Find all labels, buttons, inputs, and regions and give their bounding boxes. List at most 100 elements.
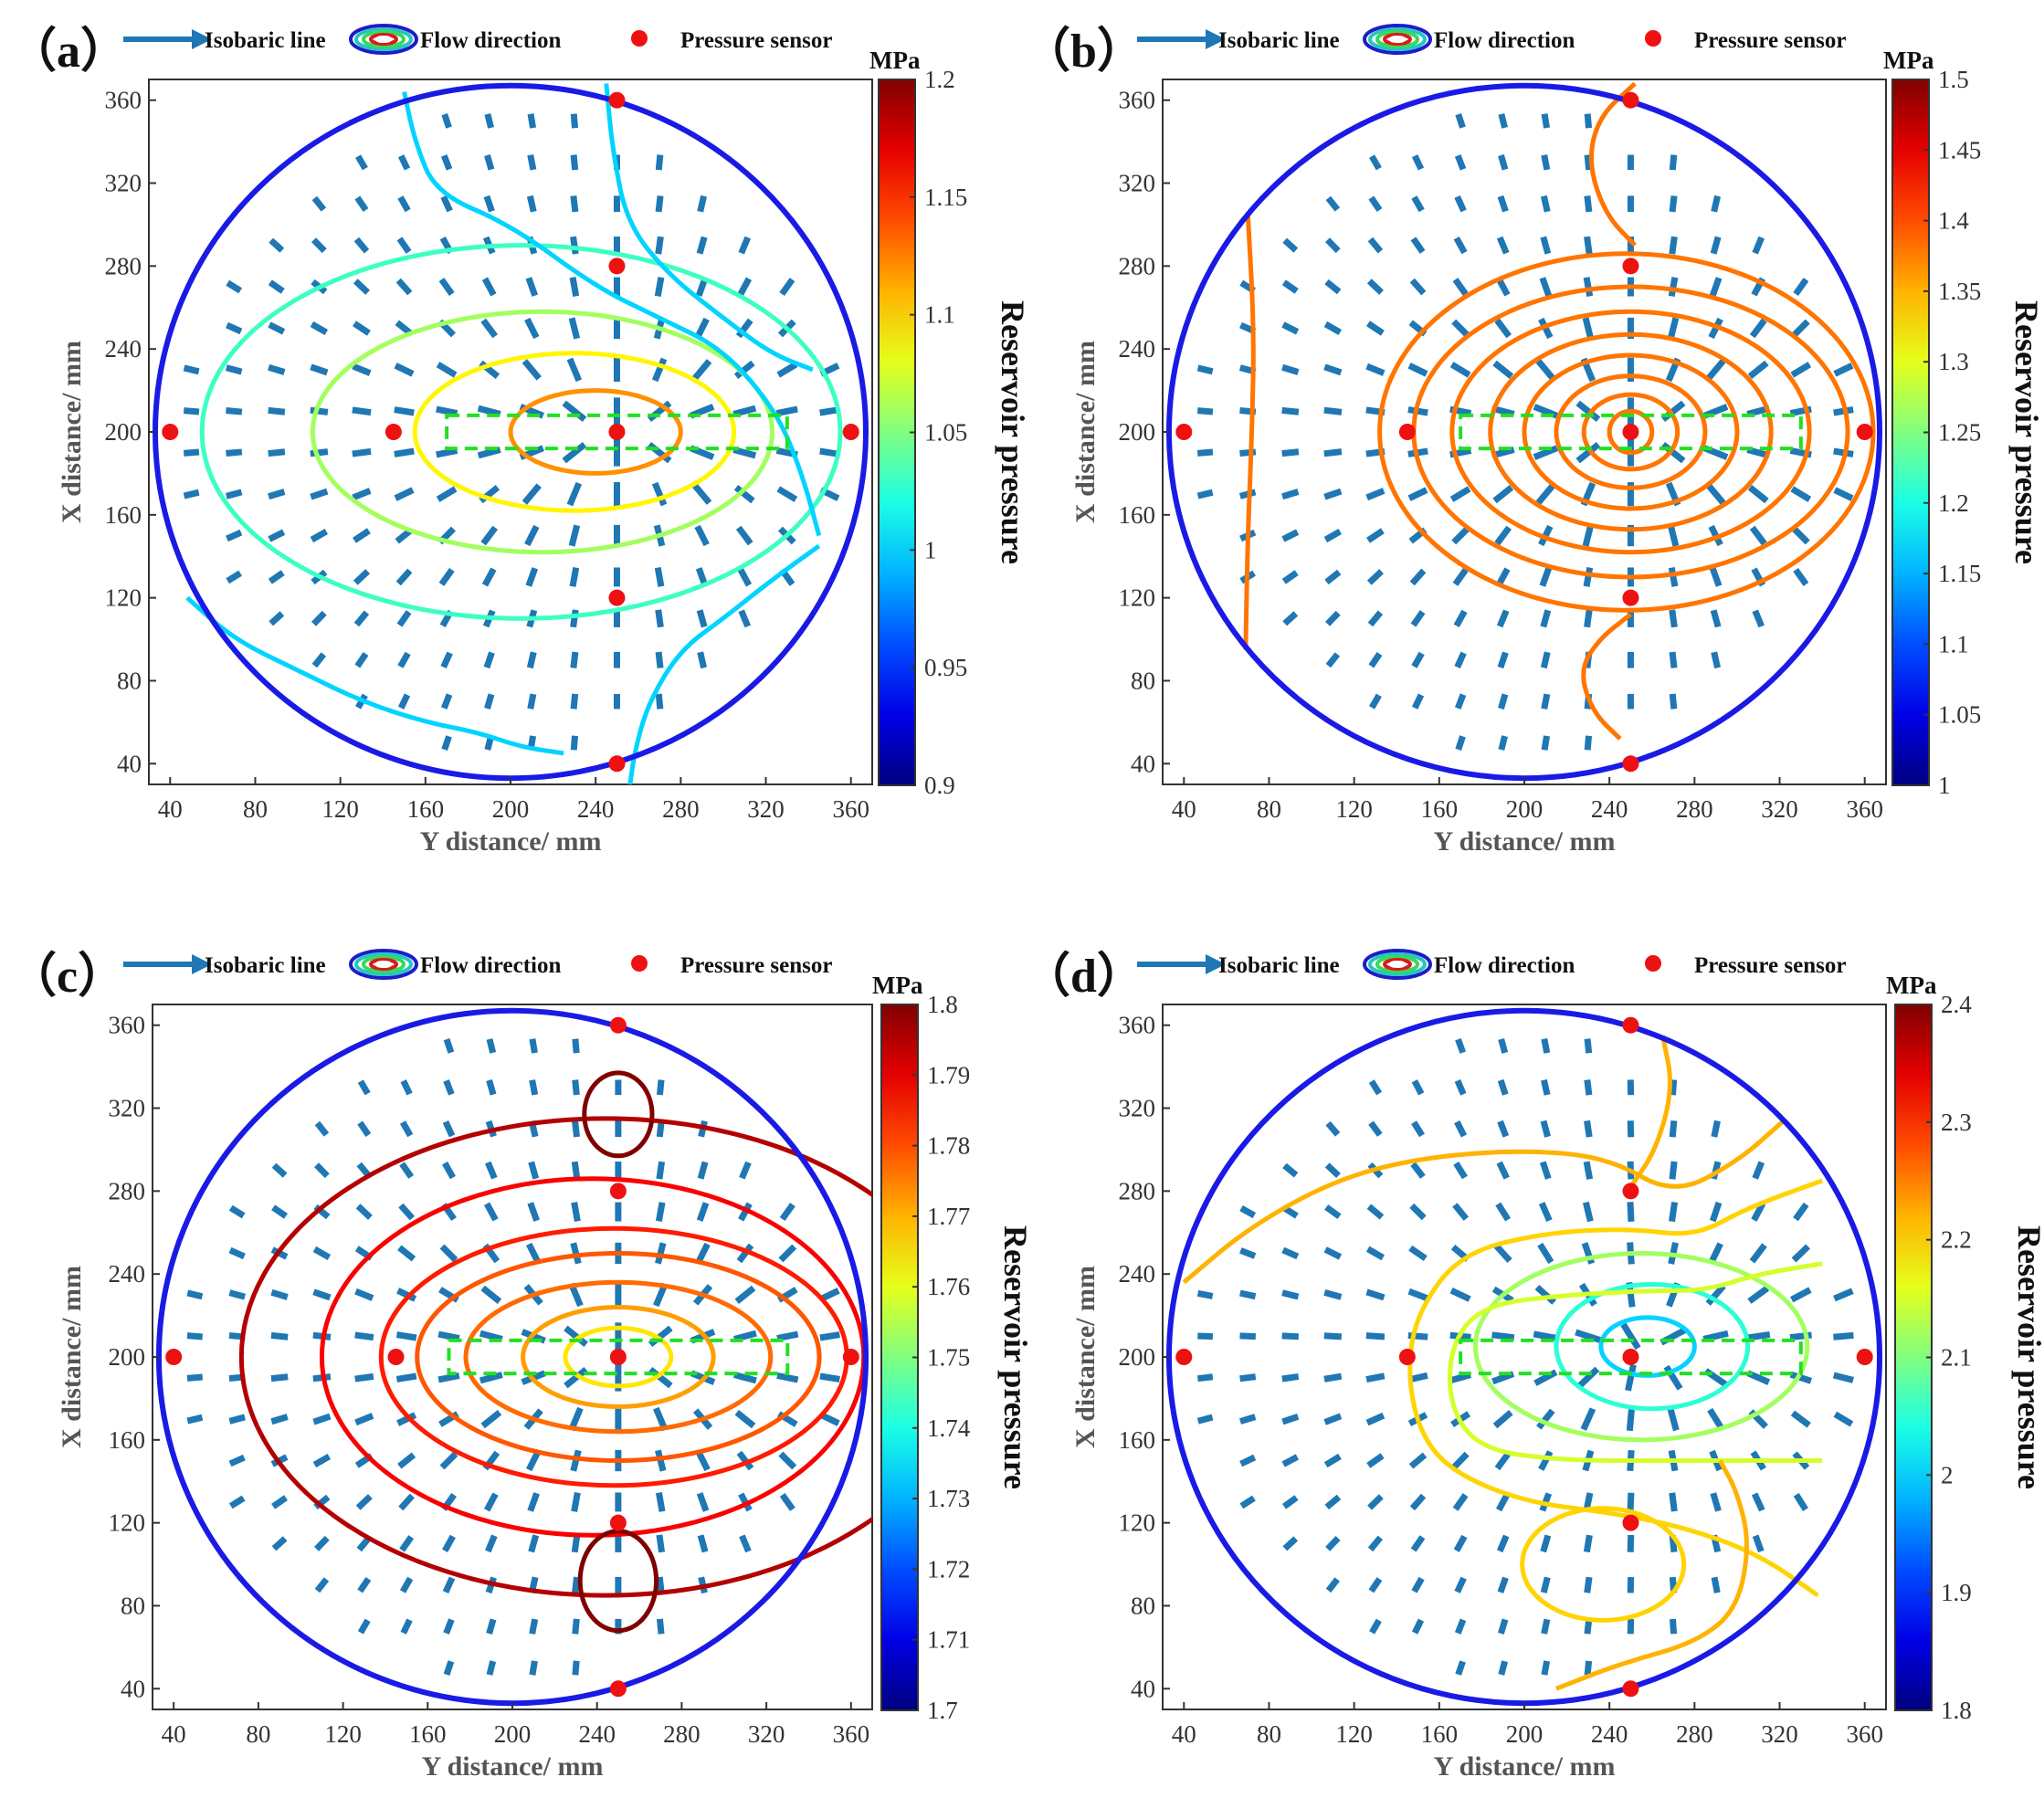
colorbar-tick-label: 2.3 <box>1941 1109 1972 1136</box>
flow-arrow <box>310 406 329 415</box>
colorbar-tick-label: 2.2 <box>1941 1226 1972 1254</box>
flow-arrow <box>1454 1576 1467 1593</box>
flow-arrow <box>270 1373 289 1383</box>
x-tick-label: 120 <box>324 1720 362 1748</box>
flow-arrow <box>529 1079 539 1096</box>
flow-arrow <box>1833 363 1854 377</box>
flow-arrow <box>564 1367 588 1389</box>
isobaric-line <box>1607 408 1655 456</box>
colorbar-gradient <box>1891 79 1930 786</box>
flow-arrow <box>656 1534 666 1553</box>
flow-arrow <box>1498 154 1509 171</box>
flow-arrow <box>226 279 242 294</box>
y-tick-label: 40 <box>121 1675 145 1702</box>
legend-isobaric-label: Isobaric line <box>1218 28 1340 53</box>
flow-arrow <box>1497 195 1509 213</box>
flow-arrow <box>1541 1038 1551 1054</box>
flow-arrow <box>1410 237 1426 254</box>
flow-arrow <box>1709 567 1723 587</box>
flow-arrow <box>400 1079 413 1096</box>
flow-arrow <box>1239 1332 1256 1341</box>
colorbar-unit: MPa <box>872 972 923 999</box>
flow-arrow <box>571 1161 581 1180</box>
flow-arrow <box>1537 1242 1554 1265</box>
flow-arrow <box>353 528 371 543</box>
isobaric-line <box>1522 352 1740 511</box>
flow-arrow <box>399 1162 415 1179</box>
flow-arrow <box>226 570 242 584</box>
flow-arrow <box>1323 1246 1343 1260</box>
flow-arrow <box>779 1203 795 1222</box>
flow-arrow <box>1451 1451 1470 1470</box>
colorbar-tick-label: 1.77 <box>927 1203 970 1230</box>
flow-arrow <box>1324 279 1342 295</box>
legend: Isobaric line Flow direction Pressure sens… <box>123 24 832 55</box>
flow-arrow <box>1833 1288 1854 1302</box>
flow-arrow <box>1576 1366 1600 1389</box>
flow-arrow <box>355 1204 373 1220</box>
flow-arrow <box>352 488 372 501</box>
flow-arrow <box>355 1494 373 1510</box>
flow-arrow <box>397 693 411 710</box>
flow-arrow <box>441 735 452 751</box>
flow-arrow <box>268 321 286 335</box>
y-tick-label: 360 <box>1119 1012 1156 1039</box>
y-tick-label: 120 <box>1119 1509 1156 1537</box>
flow-arrow <box>1325 1120 1341 1137</box>
y-tick-label: 240 <box>105 335 142 363</box>
flow-arrow <box>228 1495 246 1509</box>
flow-arrow <box>311 610 327 626</box>
flow-arrow <box>566 357 583 383</box>
flow-arrow <box>529 1618 539 1635</box>
flow-arrow <box>1539 1161 1552 1180</box>
flow-arrow <box>1583 567 1594 587</box>
flow-arrow <box>186 1373 203 1382</box>
flow-arrow <box>1281 1246 1300 1260</box>
flow-arrow <box>1455 735 1466 751</box>
pressure-sensor <box>165 1349 183 1365</box>
flow-arrow <box>1281 1495 1299 1509</box>
flow-arrow <box>572 1660 580 1676</box>
isobaric-line <box>310 309 775 555</box>
flow-arrow <box>1584 1079 1593 1096</box>
flow-arrow <box>271 1162 288 1178</box>
plot-area <box>152 1004 873 1710</box>
flow-arrow <box>1494 525 1512 546</box>
flow-arrow <box>483 651 495 669</box>
flow-arrow <box>1540 195 1551 213</box>
flow-arrow <box>437 1372 460 1383</box>
pressure-sensor <box>608 424 626 440</box>
colorbar-tick-label: 1.2 <box>924 66 955 93</box>
isobaric-line <box>1243 212 1256 650</box>
flow-arrow <box>1452 1203 1470 1221</box>
flow-arrow <box>1449 486 1471 502</box>
x-tick-label: 200 <box>1506 1720 1544 1748</box>
flow-arrow <box>570 651 579 668</box>
x-tick-label: 320 <box>748 1720 785 1748</box>
legend-flow-label: Flow direction <box>1434 28 1575 53</box>
x-tick-label: 280 <box>1676 795 1713 823</box>
flow-arrow <box>226 407 243 415</box>
flow-arrow <box>524 317 540 340</box>
flow-arrow <box>228 1204 246 1219</box>
injection-well-box <box>1459 413 1803 451</box>
flow-arrow <box>528 1161 540 1180</box>
flow-arrow <box>526 1449 542 1472</box>
x-tick-label: 360 <box>1846 795 1883 823</box>
colorbar: 1.7 1.71 1.72 1.73 1.74 1.75 1.76 1.77 1.78 1.79 1… <box>872 972 1034 1724</box>
flow-arrow <box>438 278 455 297</box>
flow-arrow <box>1498 693 1509 710</box>
flow-arrow <box>1323 488 1343 500</box>
flow-arrow <box>1710 236 1722 255</box>
flow-arrow <box>1709 277 1723 297</box>
flow-arrow <box>1541 1660 1551 1676</box>
colorbar-tick-label: 1.3 <box>1938 348 1969 375</box>
flow-arrow <box>1749 1243 1767 1264</box>
pressure-sensor <box>1622 1016 1639 1034</box>
flow-arrow <box>1539 567 1553 587</box>
flow-arrow <box>1411 1120 1425 1138</box>
x-tick-label: 240 <box>1591 1720 1628 1748</box>
flow-arrow <box>1239 1289 1257 1300</box>
flow-arrow <box>397 154 411 171</box>
flow-arrow <box>1282 237 1299 253</box>
